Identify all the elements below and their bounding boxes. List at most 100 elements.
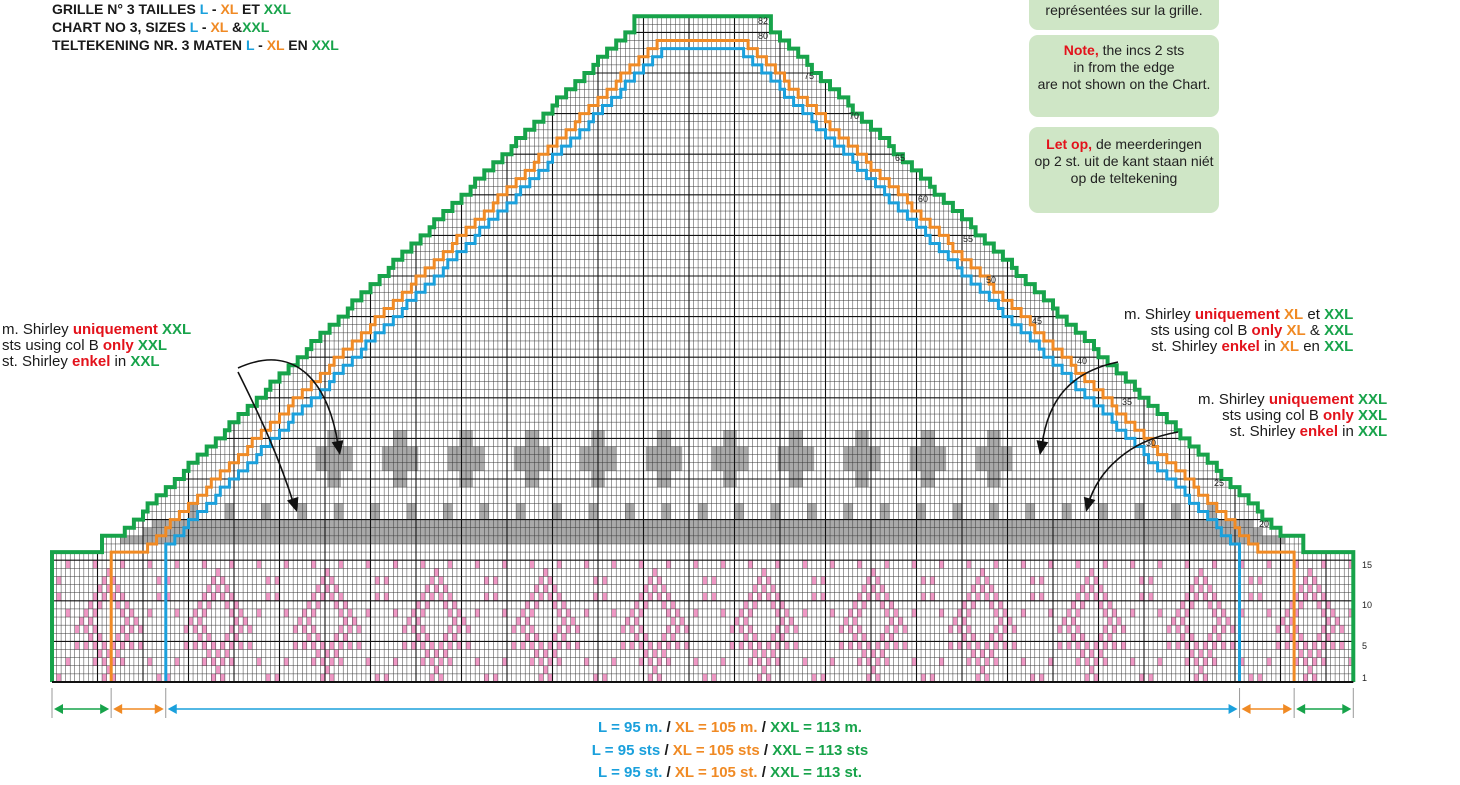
motif-stitch-pink xyxy=(1203,673,1208,682)
dimension-xxl-left xyxy=(54,704,110,714)
motif-stitch-pink xyxy=(820,592,826,601)
motif-stitch-pink xyxy=(1221,641,1226,650)
motif-stitch-pink xyxy=(1089,665,1094,674)
motif-stitch-pink xyxy=(930,592,935,601)
title-line-nl: TELTEKENING NR. 3 MATEN L - XL EN XXL xyxy=(52,37,339,53)
motif-stitch-pink xyxy=(811,673,817,682)
motif-stitch-pink xyxy=(1139,673,1144,682)
motif-stitch-pink xyxy=(930,576,935,585)
motif-stitch-pink xyxy=(120,641,125,650)
motif-stitch-pink xyxy=(329,592,335,601)
motif-stitch-pink xyxy=(880,649,885,658)
motif-stitch-pink xyxy=(952,617,958,626)
motif-stitch-pink xyxy=(1175,608,1181,618)
arrowhead-left xyxy=(1296,704,1306,714)
motif-stitch-pink xyxy=(1221,608,1226,618)
motif-stitch-pink xyxy=(757,673,762,682)
motif-stitch-pink xyxy=(1257,673,1263,682)
motif-stitch-pink xyxy=(1339,625,1345,634)
motif-stitch-pink xyxy=(215,568,221,577)
motif-stitch-pink xyxy=(211,641,216,650)
motif-stitch-pink xyxy=(411,625,416,634)
motif-stitch-pink xyxy=(1002,625,1008,634)
motif-stitch-pink xyxy=(1112,625,1117,634)
motif-stitch-pink xyxy=(325,649,330,658)
arrowhead-right xyxy=(1342,704,1352,714)
motif-stitch-pink xyxy=(679,617,685,626)
motif-stitch-pink xyxy=(625,617,630,626)
motif-stitch-pink xyxy=(1326,633,1331,642)
motif-stitch-pink xyxy=(652,649,658,658)
motif-stitch-pink xyxy=(939,657,944,666)
motif-stitch-pink xyxy=(1089,568,1094,577)
motif-stitch-pink xyxy=(306,600,312,609)
motif-stitch-pink xyxy=(1212,592,1217,601)
motif-stitch-pink xyxy=(852,600,858,609)
motif-stitch-pink xyxy=(1098,600,1104,609)
motif-stitch-pink xyxy=(456,625,462,634)
row-number: 82 xyxy=(758,16,769,26)
motif-stitch-pink xyxy=(648,592,653,601)
motif-stitch-pink xyxy=(1189,649,1195,658)
motif-stitch-pink xyxy=(566,625,571,634)
motif-stitch-pink xyxy=(984,673,990,682)
motif-stitch-pink xyxy=(74,625,80,634)
motif-stitch-pink xyxy=(1103,560,1108,569)
motif-stitch-pink xyxy=(365,657,371,666)
motif-stitch-pink xyxy=(657,592,662,601)
motif-stitch-pink xyxy=(165,576,171,585)
motif-stitch-pink xyxy=(702,592,708,601)
motif-stitch-pink xyxy=(493,576,498,585)
row-number: 75 xyxy=(804,71,815,81)
callout-left: m. Shirley uniquement XXL sts using col … xyxy=(2,321,192,370)
motif-stitch-pink xyxy=(1121,641,1126,650)
motif-stitch-pink xyxy=(820,576,826,585)
motif-stitch-pink xyxy=(1194,657,1199,666)
motif-stitch-pink xyxy=(1080,584,1085,593)
motif-stitch-pink xyxy=(729,641,735,650)
motif-stitch-pink xyxy=(429,657,435,666)
motif-stitch-pink xyxy=(120,592,125,601)
motif-stitch-pink xyxy=(770,633,776,642)
motif-stitch-pink xyxy=(1194,576,1199,585)
motif-stitch-pink xyxy=(893,625,899,634)
motif-cross-grey xyxy=(777,446,815,471)
motif-stitch-pink xyxy=(365,560,371,569)
motif-stitch-pink xyxy=(602,673,608,682)
motif-stitch-pink xyxy=(352,617,357,626)
motif-stitch-pink xyxy=(775,560,780,569)
motif-stitch-pink xyxy=(56,592,62,601)
motif-stitch-pink xyxy=(1330,625,1336,634)
motif-stitch-pink xyxy=(306,633,312,642)
motif-stitch-pink xyxy=(1316,584,1322,593)
motif-stitch-pink xyxy=(1348,560,1354,569)
motif-stitch-pink xyxy=(957,608,962,618)
motif-stitch-pink xyxy=(315,649,321,658)
motif-stitch-pink xyxy=(962,600,967,609)
motif-stitch-pink xyxy=(429,641,435,650)
motif-stitch-pink xyxy=(766,641,771,650)
motif-stitch-pink xyxy=(65,560,71,569)
motif-stitch-pink xyxy=(729,625,735,634)
motif-stitch-pink xyxy=(884,641,890,650)
motif-stitch-pink xyxy=(557,608,562,618)
row-number: 45 xyxy=(1032,316,1043,326)
motif-stitch-pink xyxy=(752,633,758,642)
motif-stitch-pink xyxy=(220,576,225,585)
motif-stitch-pink xyxy=(1289,617,1295,626)
motif-stitch-pink xyxy=(220,673,225,682)
motif-stitch-pink xyxy=(611,560,617,569)
motif-stitch-pink xyxy=(584,608,589,618)
motif-stitch-pink xyxy=(338,608,344,618)
motif-stitch-pink xyxy=(1180,633,1185,642)
motif-stitch-pink xyxy=(1298,600,1304,609)
motif-stitch-pink xyxy=(1103,657,1108,666)
motif-stitch-pink xyxy=(1216,600,1222,609)
motif-stitch-pink xyxy=(1294,608,1299,618)
motif-stitch-pink xyxy=(543,584,548,593)
motif-cross-grey xyxy=(381,446,419,471)
motif-stitch-pink xyxy=(229,657,234,666)
motif-stitch-pink xyxy=(743,617,749,626)
motif-stitch-pink xyxy=(384,576,389,585)
motif-stitch-pink xyxy=(447,625,453,634)
